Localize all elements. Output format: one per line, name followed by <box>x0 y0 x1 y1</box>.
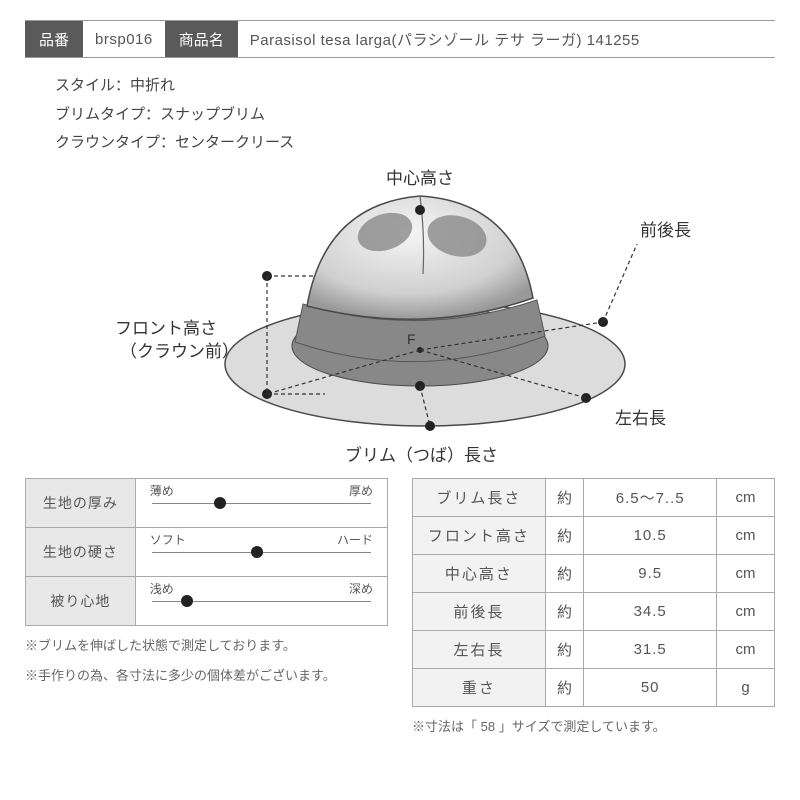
slider-row: 生地の厚み薄め 厚め <box>26 478 388 527</box>
dim-name: ブリム長さ <box>413 478 546 516</box>
slider-line <box>152 503 371 504</box>
dim-name: 中心高さ <box>413 554 546 592</box>
code-value: brsp016 <box>83 31 165 48</box>
name-value: Parasisol tesa larga(パラシゾール テサ ラーガ) 1412… <box>238 29 652 50</box>
lbl-center-height: 中心高さ <box>386 169 454 188</box>
dim-value: 50 <box>584 668 717 706</box>
dim-value: 34.5 <box>584 592 717 630</box>
dim-row: 左右長約31.5cm <box>413 630 775 668</box>
dim-value: 31.5 <box>584 630 717 668</box>
slider-right-label: 深め <box>349 580 373 597</box>
slider-row: 生地の硬さソフト ハード <box>26 527 388 576</box>
slider-track-cell: ソフト ハード <box>135 527 387 576</box>
dim-value: 9.5 <box>584 554 717 592</box>
slider-left-label: 薄め <box>150 482 174 499</box>
dimensions-table: ブリム長さ約6.5～7..5cmフロント高さ約10.5cm中心高さ約9.5cm前… <box>412 478 775 707</box>
name-label: 商品名 <box>165 21 238 57</box>
slider-left-label: 浅め <box>150 580 174 597</box>
lbl-front-height-1: フロント高さ <box>115 319 217 338</box>
slider-row: 被り心地浅め 深め <box>26 576 388 625</box>
slider-note-1: ※ブリムを伸ばした状態で測定しております。 <box>25 636 388 657</box>
dim-unit: cm <box>717 592 775 630</box>
dim-unit: cm <box>717 554 775 592</box>
dim-approx: 約 <box>545 668 584 706</box>
slider-panel: 生地の厚み薄め 厚め生地の硬さソフト ハード被り心地浅め 深め ※ブリムを伸ばした状態… <box>25 478 388 688</box>
slider-label: 生地の硬さ <box>26 527 136 576</box>
lbl-front-back: 前後長 <box>640 221 691 240</box>
dim-unit: cm <box>717 478 775 516</box>
slider-label: 被り心地 <box>26 576 136 625</box>
dim-approx: 約 <box>545 554 584 592</box>
dim-row: ブリム長さ約6.5～7..5cm <box>413 478 775 516</box>
dim-name: 重さ <box>413 668 546 706</box>
dimensions-panel: ブリム長さ約6.5～7..5cmフロント高さ約10.5cm中心高さ約9.5cm前… <box>412 478 775 738</box>
code-label: 品番 <box>25 21 83 57</box>
center-mark: F <box>407 331 416 347</box>
dim-unit: cm <box>717 516 775 554</box>
dim-value: 10.5 <box>584 516 717 554</box>
dim-approx: 約 <box>545 516 584 554</box>
hat-diagram: 中心高さ 前後長 フロント高さ （クラウン前） 左右長 ブリム（つば）長さ F <box>25 164 775 474</box>
dim-row: 前後長約34.5cm <box>413 592 775 630</box>
lbl-front-height-2: （クラウン前） <box>120 342 239 361</box>
dim-note: ※寸法は「 58 」サイズで測定しています。 <box>412 717 775 738</box>
slider-label: 生地の厚み <box>26 478 136 527</box>
dim-row: フロント高さ約10.5cm <box>413 516 775 554</box>
slider-table: 生地の厚み薄め 厚め生地の硬さソフト ハード被り心地浅め 深め <box>25 478 388 626</box>
dim-row: 重さ約50g <box>413 668 775 706</box>
dim-approx: 約 <box>545 592 584 630</box>
slider-dot <box>214 497 226 509</box>
dim-value: 6.5～7..5 <box>584 478 717 516</box>
slider-dot <box>181 595 193 607</box>
dim-name: フロント高さ <box>413 516 546 554</box>
slider-left-label: ソフト <box>150 531 186 548</box>
slider-right-label: ハード <box>337 531 373 548</box>
slider-track-cell: 浅め 深め <box>135 576 387 625</box>
spec-list: スタイル：中折れ ブリムタイプ：スナップブリム クラウンタイプ：センタークリース <box>55 72 775 158</box>
dim-unit: cm <box>717 630 775 668</box>
slider-right-label: 厚め <box>349 482 373 499</box>
spec-style: スタイル：中折れ <box>55 72 775 101</box>
spec-brim-type: ブリムタイプ：スナップブリム <box>55 101 775 130</box>
dim-approx: 約 <box>545 630 584 668</box>
dim-name: 前後長 <box>413 592 546 630</box>
slider-note-2: ※手作りの為、各寸法に多少の個体差がございます。 <box>25 666 388 687</box>
lbl-left-right: 左右長 <box>615 409 666 428</box>
dim-row: 中心高さ約9.5cm <box>413 554 775 592</box>
spec-crown-type: クラウンタイプ：センタークリース <box>55 129 775 158</box>
dim-unit: g <box>717 668 775 706</box>
lbl-brim-len: ブリム（つば）長さ <box>345 445 498 465</box>
product-header: 品番 brsp016 商品名 Parasisol tesa larga(パラシゾ… <box>25 20 775 58</box>
dim-approx: 約 <box>545 478 584 516</box>
slider-track-cell: 薄め 厚め <box>135 478 387 527</box>
dim-name: 左右長 <box>413 630 546 668</box>
lower-section: 生地の厚み薄め 厚め生地の硬さソフト ハード被り心地浅め 深め ※ブリムを伸ばした状態… <box>25 478 775 738</box>
slider-dot <box>251 546 263 558</box>
